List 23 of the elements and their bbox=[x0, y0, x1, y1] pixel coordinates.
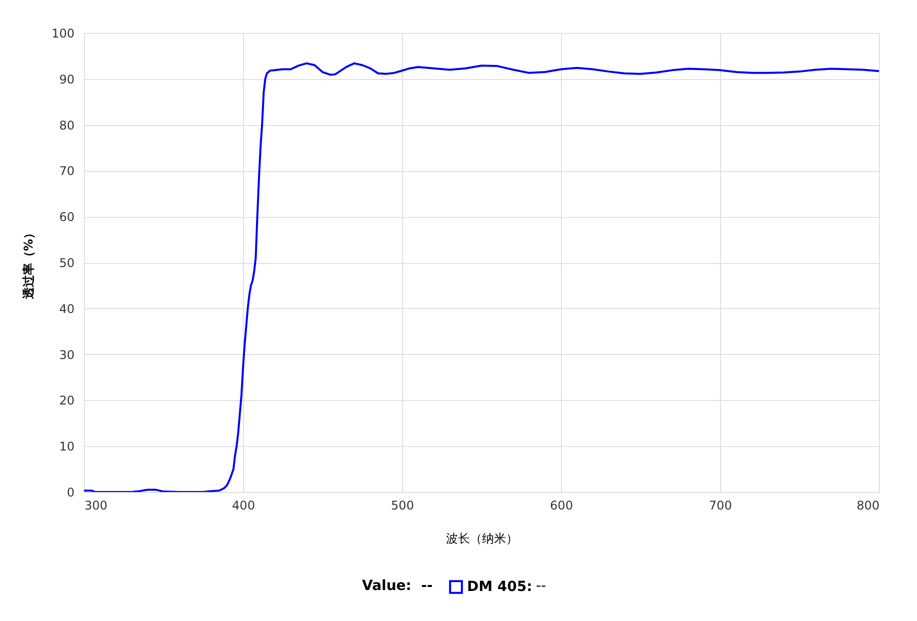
y-tick-label: 40 bbox=[59, 302, 74, 316]
y-tick-label: 30 bbox=[59, 348, 74, 362]
text: -- bbox=[536, 578, 546, 594]
y-tick-label: 20 bbox=[59, 394, 74, 408]
y-tick-label: 10 bbox=[59, 440, 74, 454]
y-tick-label: 80 bbox=[59, 118, 74, 132]
x-axis-title: 波长（纳米） bbox=[446, 532, 518, 546]
x-tick-label: 400 bbox=[232, 498, 255, 512]
x-tick-label: 800 bbox=[856, 498, 880, 512]
y-tick-label: 70 bbox=[59, 164, 74, 178]
line-series bbox=[84, 62, 879, 492]
text: Value: -- bbox=[362, 578, 433, 594]
y-tick-label: 90 bbox=[59, 72, 74, 86]
x-tick-label: 700 bbox=[709, 498, 732, 512]
y-axis-title: 透过率（%） bbox=[22, 226, 36, 300]
y-tick-label: 60 bbox=[59, 210, 74, 224]
x-tick-label: 500 bbox=[391, 498, 414, 512]
y-tick-label: 50 bbox=[59, 256, 74, 270]
y-tick-label: 100 bbox=[52, 26, 74, 40]
x-tick-label: 600 bbox=[550, 498, 573, 512]
x-tick-label: 300 bbox=[84, 498, 108, 512]
legend-label: DM 405: bbox=[467, 579, 532, 595]
y-tick-label: 0 bbox=[66, 486, 74, 500]
